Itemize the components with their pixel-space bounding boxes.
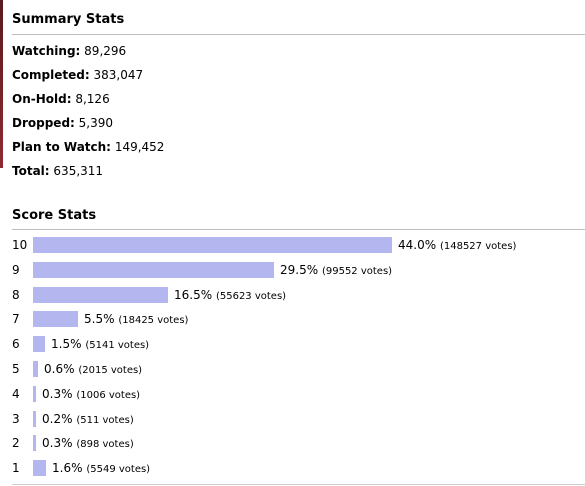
score-percent: 0.3% [42, 387, 73, 401]
score-percent: 1.5% [51, 337, 82, 351]
bottom-divider [12, 484, 585, 485]
score-value: 6 [12, 337, 20, 351]
score-percent: 1.6% [52, 461, 83, 475]
score-bar [33, 336, 45, 352]
score-votes: (898 votes) [76, 439, 134, 450]
score-percent-label: 0.3% (1006 votes) [42, 387, 140, 401]
score-row: 6 1.5% (5141 votes) [0, 336, 585, 354]
stat-value: 383,047 [93, 68, 144, 82]
score-votes: (148527 votes) [439, 241, 517, 252]
score-percent-label: 0.6% (2015 votes) [44, 362, 142, 376]
score-percent: 29.5% [280, 263, 319, 277]
stat-label: Completed: [12, 68, 90, 82]
score-row: 8 16.5% (55623 votes) [0, 287, 585, 305]
score-votes: (5549 votes) [86, 464, 151, 475]
score-votes: (99552 votes) [321, 266, 393, 277]
score-row: 1 1.6% (5549 votes) [0, 460, 585, 478]
score-row: 5 0.6% (2015 votes) [0, 361, 585, 379]
stat-on-hold: On-Hold: 8,126 [12, 92, 110, 106]
score-bar [33, 287, 168, 303]
stat-watching: Watching: 89,296 [12, 44, 126, 58]
score-value: 8 [12, 288, 20, 302]
stat-label: On-Hold: [12, 92, 72, 106]
score-bar [33, 386, 36, 402]
score-percent-label: 0.3% (898 votes) [42, 436, 134, 450]
score-percent: 5.5% [84, 312, 115, 326]
score-percent: 0.2% [42, 412, 73, 426]
left-edge-strip [0, 0, 3, 168]
score-value: 9 [12, 263, 20, 277]
score-percent-label: 1.5% (5141 votes) [51, 337, 149, 351]
score-votes: (511 votes) [76, 415, 134, 426]
score-bar [33, 435, 36, 451]
score-percent-label: 16.5% (55623 votes) [174, 288, 286, 302]
stat-completed: Completed: 383,047 [12, 68, 143, 82]
stat-label: Plan to Watch: [12, 140, 111, 154]
stat-value: 635,311 [53, 164, 104, 178]
score-value: 3 [12, 412, 20, 426]
score-percent: 0.6% [44, 362, 75, 376]
score-value: 10 [12, 238, 28, 252]
score-bar [33, 361, 38, 377]
score-divider [12, 229, 585, 230]
score-value: 4 [12, 387, 20, 401]
score-bar [33, 411, 36, 427]
stat-label: Watching: [12, 44, 81, 58]
score-row: 4 0.3% (1006 votes) [0, 386, 585, 404]
summary-divider [12, 34, 585, 35]
stat-total: Total: 635,311 [12, 164, 103, 178]
score-row: 10 44.0% (148527 votes) [0, 237, 585, 255]
score-votes: (2015 votes) [78, 365, 143, 376]
stat-label: Total: [12, 164, 50, 178]
score-value: 1 [12, 461, 20, 475]
stat-value: 89,296 [84, 44, 127, 58]
summary-stats-title: Summary Stats [12, 12, 125, 27]
stat-value: 149,452 [114, 140, 165, 154]
stat-label: Dropped: [12, 116, 75, 130]
stat-dropped: Dropped: 5,390 [12, 116, 113, 130]
score-bar [33, 262, 274, 278]
score-row: 7 5.5% (18425 votes) [0, 311, 585, 329]
score-value: 2 [12, 436, 20, 450]
score-percent-label: 5.5% (18425 votes) [84, 312, 188, 326]
score-percent: 16.5% [174, 288, 213, 302]
score-votes: (1006 votes) [76, 390, 141, 401]
score-value: 7 [12, 312, 20, 326]
score-value: 5 [12, 362, 20, 376]
score-bar [33, 237, 392, 253]
score-percent-label: 0.2% (511 votes) [42, 412, 134, 426]
score-percent-label: 1.6% (5549 votes) [52, 461, 150, 475]
score-percent-label: 44.0% (148527 votes) [398, 238, 516, 252]
score-percent: 44.0% [398, 238, 437, 252]
score-votes: (55623 votes) [215, 291, 287, 302]
stat-value: 5,390 [78, 116, 114, 130]
score-stats-title: Score Stats [12, 208, 97, 223]
score-percent: 0.3% [42, 436, 73, 450]
stat-value: 8,126 [75, 92, 110, 106]
score-bar [33, 311, 78, 327]
score-votes: (18425 votes) [118, 315, 189, 326]
score-row: 3 0.2% (511 votes) [0, 411, 585, 429]
score-row: 9 29.5% (99552 votes) [0, 262, 585, 280]
score-row: 2 0.3% (898 votes) [0, 435, 585, 453]
score-bar [33, 460, 46, 476]
score-percent-label: 29.5% (99552 votes) [280, 263, 392, 277]
stat-plan-to-watch: Plan to Watch: 149,452 [12, 140, 164, 154]
score-votes: (5141 votes) [85, 340, 150, 351]
